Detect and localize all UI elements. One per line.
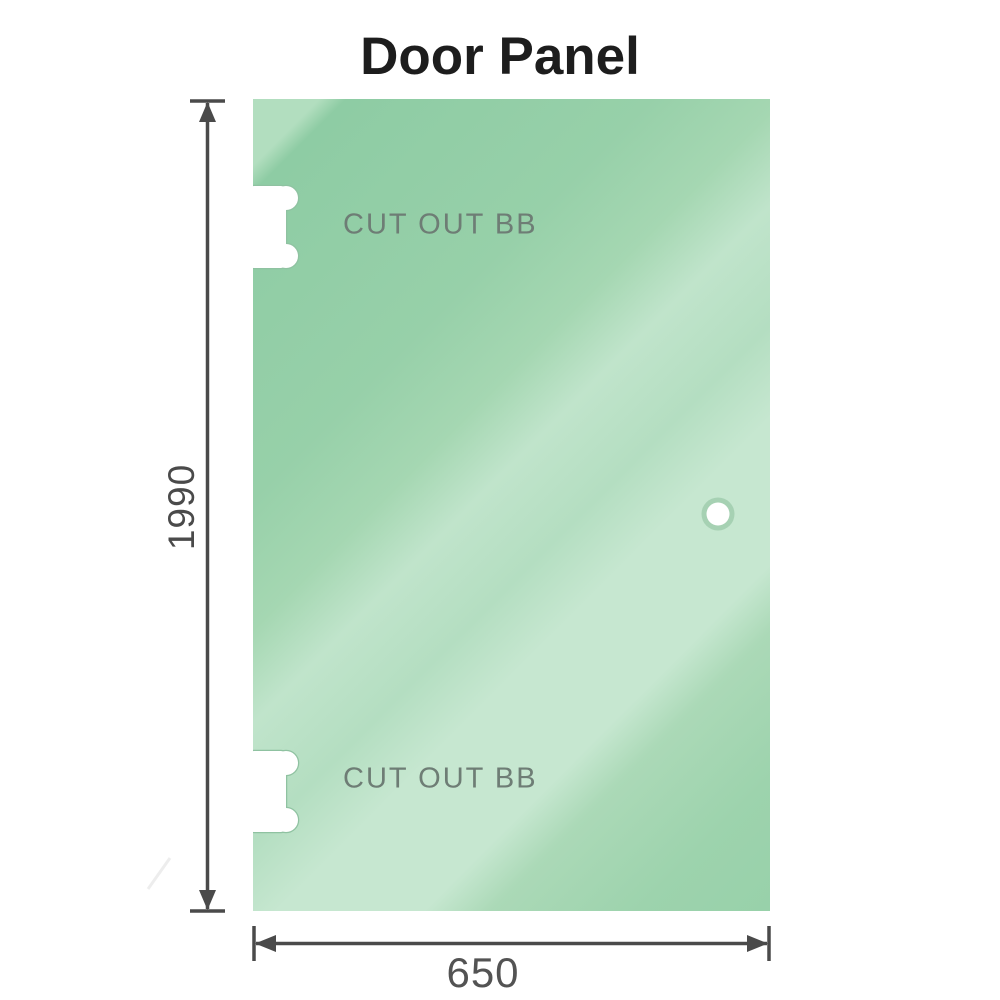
hinge-cutout-top <box>253 186 298 268</box>
arrowhead-up-icon <box>199 102 216 122</box>
cutout-label-bottom: CUT OUT BB <box>343 762 538 795</box>
height-dimension-label: 1990 <box>161 463 202 551</box>
width-dimension-label: 650 <box>446 949 520 996</box>
handle-hole <box>701 497 735 531</box>
cutout-label-top: CUT OUT BB <box>343 208 538 241</box>
arrowhead-right-icon <box>747 935 768 952</box>
page-title: Door Panel <box>360 27 640 86</box>
arrowhead-left-icon <box>255 935 276 952</box>
hinge-cutout-bottom <box>253 751 298 832</box>
glass-panel <box>253 99 770 911</box>
artifact-mark <box>146 857 172 890</box>
height-dimension <box>190 99 225 913</box>
arrowhead-down-icon <box>199 890 216 910</box>
width-dimension <box>252 926 771 961</box>
